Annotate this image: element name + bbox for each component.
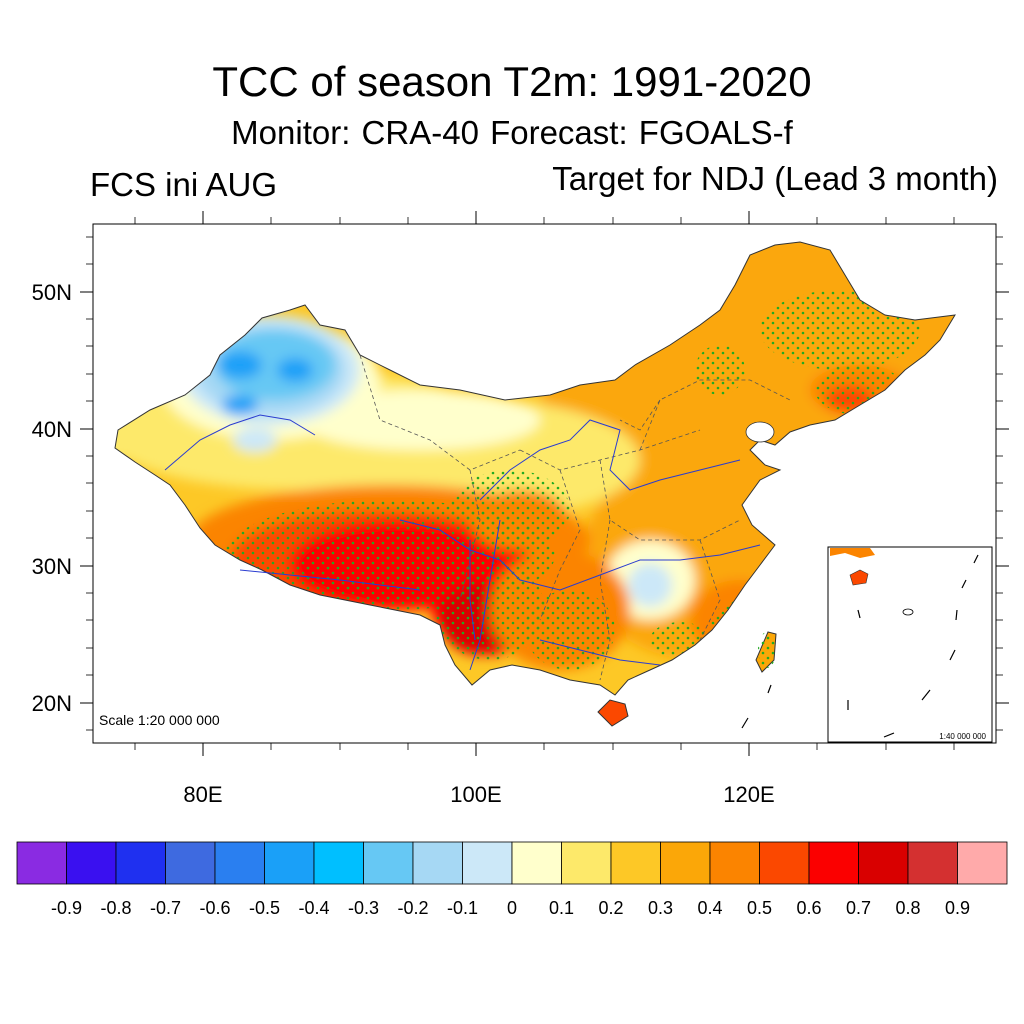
hainan-island [597,699,629,727]
colorbar-swatch [660,841,711,885]
colorbar-label: 0.3 [648,898,673,918]
colorbar-swatch [313,841,364,885]
colorbar-label: 0.5 [747,898,772,918]
target-label: Target for NDJ (Lead 3 month) [552,160,998,197]
colorbar-label: 0 [507,898,517,918]
colorbar-label: 0.4 [697,898,722,918]
colorbar-label: 0.7 [846,898,871,918]
rivers [164,414,761,671]
colorbar-label: 0.2 [598,898,623,918]
lon-label-80: 80E [183,782,222,807]
colorbar-swatch [709,841,760,885]
south-china-sea-inset: 1:40 000 000 [827,546,993,743]
colorbar-swatch [165,841,216,885]
lon-label-120: 120E [723,782,774,807]
colorbar-swatch [957,841,1008,885]
inset-scale-label: 1:40 000 000 [939,732,986,741]
colorbar-swatch [511,841,562,885]
chart-subtitle: Monitor: CRA-40 Forecast: FGOALS-f [231,114,793,151]
colorbar-swatch [214,841,265,885]
colorbar-swatch [610,841,661,885]
colorbar-label: 0.1 [549,898,574,918]
colorbar-label: 0.8 [895,898,920,918]
colorbar-label: -0.4 [298,898,329,918]
colorbar-label: -0.7 [150,898,181,918]
province-borders [359,354,791,681]
colorbar-swatch [808,841,859,885]
colorbar-label: 0.9 [945,898,970,918]
scale-label: Scale 1:20 000 000 [99,712,220,728]
colorbar-label: -0.5 [249,898,280,918]
colorbar: -0.9 -0.8 -0.7 -0.6 -0.5 -0.4 -0.3 -0.2 -0.1 0 0.1… [16,841,1008,918]
colorbar-swatch [858,841,909,885]
colorbar-swatch [412,841,463,885]
colorbar-swatch [561,841,612,885]
colorbar-label: -0.3 [348,898,379,918]
lon-label-100: 100E [450,782,501,807]
colorbar-label: -0.6 [199,898,230,918]
colorbar-swatch [907,841,958,885]
lat-label-40: 40N [32,417,72,442]
chart-title: TCC of season T2m: 1991-2020 [212,58,812,105]
init-label: FCS ini AUG [90,166,278,203]
colorbar-label: -0.1 [447,898,478,918]
colorbar-label: 0.6 [796,898,821,918]
lat-label-20: 20N [32,691,72,716]
colorbar-label: -0.8 [100,898,131,918]
frame-ticks [80,211,1009,756]
colorbar-swatch [759,841,810,885]
colorbar-swatch [16,841,67,885]
colorbar-label: -0.9 [51,898,82,918]
colorbar-swatch [264,841,315,885]
lat-label-50: 50N [32,280,72,305]
colorbar-swatch [462,841,513,885]
colorbar-label: -0.2 [397,898,428,918]
colorbar-swatch [363,841,414,885]
lat-label-30: 30N [32,554,72,579]
colorbar-swatch [115,841,166,885]
colorbar-swatch [66,841,117,885]
bohai-bay [745,421,775,443]
